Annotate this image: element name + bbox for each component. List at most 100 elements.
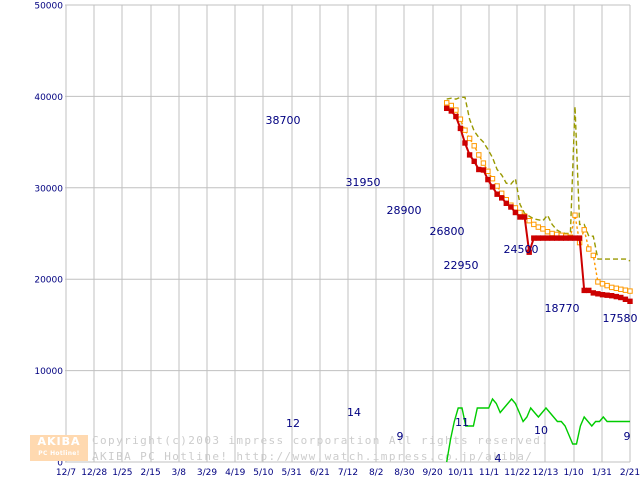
series-marker-min-price <box>627 298 633 305</box>
series-marker-min-price <box>499 195 505 201</box>
series-marker-min-price <box>466 152 473 158</box>
akiba-logo: AKIBA PC Hotline! <box>30 435 88 461</box>
series-marker-min-price <box>558 235 564 241</box>
watermark-site: AKIBA PC Hotline! http://www.watch.impre… <box>92 450 533 463</box>
watermark-text: Copyright(c)2003 impress corporation All… <box>92 434 548 463</box>
series-marker-avg-price <box>448 102 455 109</box>
series-marker-min-price <box>590 290 596 296</box>
series-marker-min-price <box>609 293 615 299</box>
x-axis-tick-label: 12/28 <box>81 468 107 478</box>
data-point-label: 11 <box>455 416 469 429</box>
series-marker-avg-price <box>572 212 578 218</box>
data-point-label: 18770 <box>545 302 580 315</box>
series-marker-min-price <box>554 235 560 241</box>
data-point-label: 4 <box>495 452 502 465</box>
series-marker-avg-price <box>590 252 596 259</box>
series-marker-min-price <box>581 287 587 294</box>
series-marker-avg-price <box>613 285 619 292</box>
data-point-label: 28900 <box>387 204 422 217</box>
series-marker-min-price <box>503 200 510 207</box>
series-marker-min-price <box>622 296 629 303</box>
series-marker-avg-price <box>457 116 464 122</box>
x-axis-tick-label: 3/8 <box>172 468 187 478</box>
x-axis-tick-label: 1/25 <box>112 468 132 478</box>
series-marker-min-price <box>572 235 578 241</box>
x-axis-tick-label: 12/13 <box>532 468 558 478</box>
series-marker-avg-price <box>586 246 592 252</box>
series-marker-avg-price <box>453 107 459 113</box>
x-axis-tick-label: 11/22 <box>504 468 530 478</box>
y-axis-labels: 0 10000 20000 30000 40000 50000 <box>34 2 63 469</box>
y-axis-tick-label: 20000 <box>34 276 63 286</box>
x-axis-tick-label: 9/20 <box>422 468 442 478</box>
series-marker-min-price <box>517 214 523 220</box>
series-marker-avg-price <box>471 143 477 149</box>
series-marker-min-price <box>544 235 551 241</box>
series-marker-min-price <box>512 209 519 216</box>
series-marker-min-price <box>457 125 464 132</box>
gridlines <box>65 4 631 463</box>
series-marker-avg-price <box>544 229 551 235</box>
series-marker-min-price <box>540 235 546 241</box>
series-marker-avg-price <box>618 286 624 293</box>
series-marker-avg-price <box>540 226 546 232</box>
x-axis-tick-label: 2/15 <box>140 468 160 478</box>
data-point-label: 26800 <box>430 225 465 238</box>
x-axis-tick-label: 5/31 <box>281 468 301 478</box>
data-point-label: 9 <box>624 430 631 443</box>
series-line-shop-count <box>446 397 630 463</box>
series-line-max-price <box>446 96 631 262</box>
data-point-label: 24500 <box>504 243 539 256</box>
series-marker-min-price <box>618 294 624 301</box>
series-marker-avg-price <box>599 281 606 287</box>
series-marker-min-price <box>604 292 610 298</box>
series-marker-avg-price <box>444 100 450 106</box>
logo-title: AKIBA <box>37 435 81 448</box>
series-marker-min-price <box>535 235 541 241</box>
series-marker-min-price <box>549 235 555 241</box>
series-marker-min-price <box>494 191 500 197</box>
series-marker-avg-price <box>489 176 496 182</box>
x-axis-tick-label: 7/12 <box>338 468 358 478</box>
series-marker-min-price <box>485 176 491 183</box>
series-marker-avg-price <box>535 224 541 230</box>
y-axis-tick-label: 50000 <box>34 2 63 12</box>
series-marker-min-price <box>453 113 459 120</box>
x-axis-tick-label: 4/19 <box>225 468 245 478</box>
series-marker-avg-price <box>485 168 491 175</box>
x-axis-tick-label: 12/7 <box>56 468 76 478</box>
y-axis-tick-label: 10000 <box>34 367 63 377</box>
data-series <box>444 96 633 463</box>
logo-subtitle: PC Hotline! <box>38 450 80 457</box>
series-marker-avg-price <box>476 152 482 158</box>
x-axis-tick-label: 11/1 <box>479 468 499 478</box>
data-point-label: 17580 <box>603 312 638 325</box>
series-marker-min-price <box>526 249 532 255</box>
data-point-label: 10 <box>534 424 548 437</box>
series-marker-min-price <box>448 108 455 114</box>
series-marker-avg-price <box>499 190 505 197</box>
data-point-label: 12 <box>286 417 300 430</box>
series-marker-avg-price <box>494 183 500 189</box>
series-marker-min-price <box>444 105 450 111</box>
y-axis-tick-label: 30000 <box>34 184 63 194</box>
series-marker-avg-price <box>609 284 615 291</box>
data-point-label: 38700 <box>266 114 301 127</box>
data-point-label: 31950 <box>346 176 381 189</box>
series-marker-min-price <box>531 235 537 241</box>
series-marker-avg-price <box>549 230 555 237</box>
series-marker-min-price <box>586 287 592 294</box>
series-marker-min-price <box>576 235 583 241</box>
series-marker-min-price <box>595 291 601 297</box>
y-axis-tick-label: 0 <box>57 459 63 469</box>
series-marker-avg-price <box>462 127 468 133</box>
series-marker-min-price <box>476 166 482 173</box>
x-axis-tick-label: 2/21 <box>620 468 640 478</box>
series-marker-min-price <box>508 204 514 210</box>
x-axis-tick-label: 8/30 <box>394 468 414 478</box>
series-marker-min-price <box>471 158 477 165</box>
series-marker-min-price <box>613 293 619 300</box>
series-marker-min-price <box>599 292 606 298</box>
y-axis-tick-label: 40000 <box>34 93 63 103</box>
